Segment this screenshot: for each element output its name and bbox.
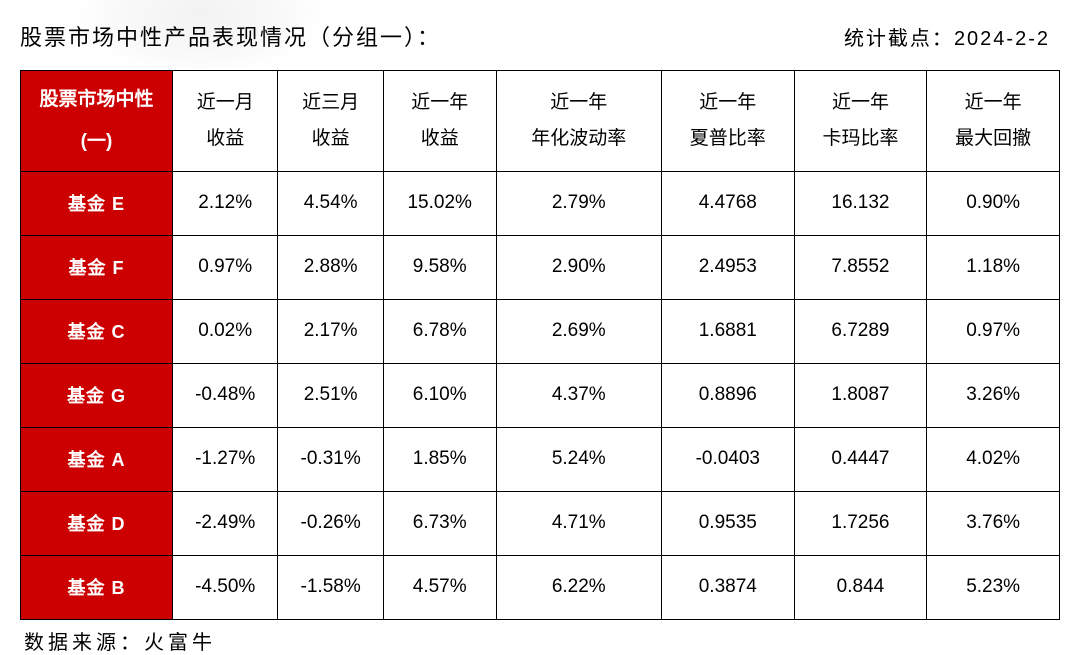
header-row: 股票市场中性产品表现情况（分组一）： 统计截点：2024-2-2 [20, 20, 1060, 52]
table-head: 股票市场中性 (一) 近一月 收益 近三月 收益 近一年 收益 近一年 年化波动… [21, 71, 1060, 172]
table-cell: 3.76% [927, 491, 1060, 555]
table-cell: 1.18% [927, 235, 1060, 299]
col-header-3m: 近三月 收益 [278, 71, 383, 172]
table-cell: 2.88% [278, 235, 383, 299]
table-cell: 0.90% [927, 171, 1060, 235]
cutoff-date: 统计截点：2024-2-2 [844, 22, 1060, 51]
col-header-line2: 收益 [421, 128, 459, 149]
table-cell: 4.4768 [661, 171, 794, 235]
table-cell: 0.9535 [661, 491, 794, 555]
table-cell: 4.02% [927, 427, 1060, 491]
table-cell: -0.26% [278, 491, 383, 555]
table-row: 基金 D-2.49%-0.26%6.73%4.71%0.95351.72563.… [21, 491, 1060, 555]
col-header-line1: 近一年 [699, 92, 756, 113]
col-header-line2: 夏普比率 [690, 128, 766, 149]
col-header-1y-mdd: 近一年 最大回撤 [927, 71, 1060, 172]
table-cell: 4.54% [278, 171, 383, 235]
col-header-1y-vol: 近一年 年化波动率 [496, 71, 661, 172]
table-row: 基金 A-1.27%-0.31%1.85%5.24%-0.04030.44474… [21, 427, 1060, 491]
table-cell: 0.844 [794, 555, 927, 619]
row-header-cell: 基金 A [21, 427, 173, 491]
col-header-line1: 近一年 [411, 92, 468, 113]
table-cell: 7.8552 [794, 235, 927, 299]
table-cell: 0.02% [173, 299, 278, 363]
table-cell: 2.79% [496, 171, 661, 235]
table-cell: 0.97% [173, 235, 278, 299]
col-header-line2: 卡玛比率 [822, 128, 898, 149]
col-header-line1: 近一年 [550, 92, 607, 113]
table-row: 基金 F0.97%2.88%9.58%2.90%2.49537.85521.18… [21, 235, 1060, 299]
col-header-line1: 近三月 [302, 92, 359, 113]
table-cell: -1.58% [278, 555, 383, 619]
table-row: 基金 B-4.50%-1.58%4.57%6.22%0.38740.8445.2… [21, 555, 1060, 619]
table-cell: -1.27% [173, 427, 278, 491]
table-cell: -0.0403 [661, 427, 794, 491]
cutoff-label: 统计截点： [844, 28, 954, 50]
source-value: 火富牛 [144, 632, 216, 654]
table-cell: 6.73% [383, 491, 496, 555]
table-cell: -0.31% [278, 427, 383, 491]
table-body: 基金 E2.12%4.54%15.02%2.79%4.476816.1320.9… [21, 171, 1060, 619]
table-cell: 1.8087 [794, 363, 927, 427]
table-cell: 2.51% [278, 363, 383, 427]
col-header-line2: 收益 [312, 128, 350, 149]
table-cell: 6.10% [383, 363, 496, 427]
page-title: 股票市场中性产品表现情况（分组一）： [20, 20, 441, 52]
table-header-row: 股票市场中性 (一) 近一月 收益 近三月 收益 近一年 收益 近一年 年化波动… [21, 71, 1060, 172]
row-header-cell: 基金 G [21, 363, 173, 427]
table-cell: 2.12% [173, 171, 278, 235]
row-header-cell: 基金 B [21, 555, 173, 619]
table-cell: 16.132 [794, 171, 927, 235]
table-cell: -4.50% [173, 555, 278, 619]
col-header-line2: 收益 [206, 128, 244, 149]
cutoff-value: 2024-2-2 [954, 28, 1050, 50]
table-cell: 4.57% [383, 555, 496, 619]
col-header-line2: (一) [81, 131, 113, 152]
table-cell: 4.37% [496, 363, 661, 427]
table-cell: 2.4953 [661, 235, 794, 299]
table-row: 基金 G-0.48%2.51%6.10%4.37%0.88961.80873.2… [21, 363, 1060, 427]
table-cell: -2.49% [173, 491, 278, 555]
col-header-line2: 最大回撤 [955, 128, 1031, 149]
table-cell: 2.69% [496, 299, 661, 363]
table-row: 基金 C0.02%2.17%6.78%2.69%1.68816.72890.97… [21, 299, 1060, 363]
table-cell: -0.48% [173, 363, 278, 427]
table-row: 基金 E2.12%4.54%15.02%2.79%4.476816.1320.9… [21, 171, 1060, 235]
table-cell: 6.22% [496, 555, 661, 619]
col-header-line1: 近一月 [197, 92, 254, 113]
performance-table: 股票市场中性 (一) 近一月 收益 近三月 收益 近一年 收益 近一年 年化波动… [20, 70, 1060, 620]
table-cell: 0.8896 [661, 363, 794, 427]
col-header-1m: 近一月 收益 [173, 71, 278, 172]
row-header-cell: 基金 D [21, 491, 173, 555]
table-cell: 5.24% [496, 427, 661, 491]
row-header-cell: 基金 E [21, 171, 173, 235]
table-cell: 0.4447 [794, 427, 927, 491]
table-cell: 6.7289 [794, 299, 927, 363]
row-header-cell: 基金 C [21, 299, 173, 363]
row-header-cell: 基金 F [21, 235, 173, 299]
col-header-1y-sharpe: 近一年 夏普比率 [661, 71, 794, 172]
table-cell: 1.7256 [794, 491, 927, 555]
col-header-line1: 近一年 [965, 92, 1022, 113]
table-cell: 0.97% [927, 299, 1060, 363]
table-cell: 2.90% [496, 235, 661, 299]
data-source: 数据来源：火富牛 [20, 620, 1060, 655]
table-cell: 0.3874 [661, 555, 794, 619]
col-header-line2: 年化波动率 [531, 128, 626, 149]
col-header-line1: 近一年 [832, 92, 889, 113]
col-header-name: 股票市场中性 (一) [21, 71, 173, 172]
table-cell: 1.85% [383, 427, 496, 491]
col-header-1y-return: 近一年 收益 [383, 71, 496, 172]
table-cell: 4.71% [496, 491, 661, 555]
table-cell: 9.58% [383, 235, 496, 299]
table-cell: 1.6881 [661, 299, 794, 363]
table-cell: 6.78% [383, 299, 496, 363]
col-header-line1: 股票市场中性 [39, 89, 153, 110]
table-cell: 15.02% [383, 171, 496, 235]
table-cell: 5.23% [927, 555, 1060, 619]
table-cell: 3.26% [927, 363, 1060, 427]
col-header-1y-calmar: 近一年 卡玛比率 [794, 71, 927, 172]
source-label: 数据来源： [24, 632, 144, 654]
table-cell: 2.17% [278, 299, 383, 363]
